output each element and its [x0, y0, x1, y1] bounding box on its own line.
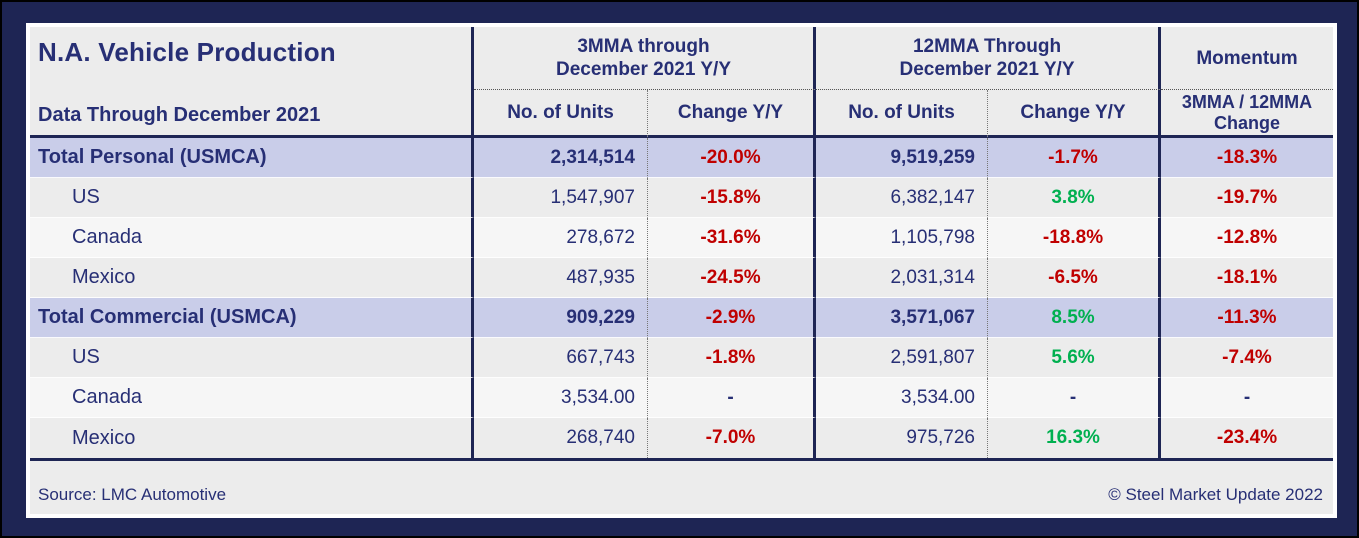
row-label: US: [30, 338, 474, 378]
source-note: Source: LMC Automotive: [38, 485, 227, 504]
change-3mma-cell: -: [648, 378, 816, 418]
col-header-units-3mma: No. of Units: [474, 90, 648, 138]
row-label: Canada: [30, 218, 474, 258]
units-12mma-cell: 9,519,259: [816, 138, 988, 178]
units-12mma-cell: 975,726: [816, 418, 988, 458]
units-3mma-cell: 278,672: [474, 218, 648, 258]
group-header-12mma: 12MMA Through December 2021 Y/Y: [816, 27, 1161, 90]
change-12mma-cell: 8.5%: [988, 298, 1161, 338]
change-12mma-cell: 3.8%: [988, 178, 1161, 218]
units-3mma-cell: 909,229: [474, 298, 648, 338]
group-header-3mma: 3MMA through December 2021 Y/Y: [474, 27, 816, 90]
row-label: Mexico: [30, 418, 474, 458]
momentum-cell: -18.3%: [1161, 138, 1333, 178]
units-3mma-cell: 667,743: [474, 338, 648, 378]
page-subtitle: Data Through December 2021: [38, 104, 321, 126]
change-3mma-cell: -24.5%: [648, 258, 816, 298]
units-12mma-cell: 3,534.00: [816, 378, 988, 418]
row-label: Canada: [30, 378, 474, 418]
copyright-note: © Steel Market Update 2022: [1108, 485, 1323, 504]
row-label: Mexico: [30, 258, 474, 298]
units-12mma-cell: 6,382,147: [816, 178, 988, 218]
table-footer: Source: LMC Automotive © Steel Market Up…: [30, 458, 1333, 514]
change-3mma-cell: -20.0%: [648, 138, 816, 178]
change-12mma-cell: 16.3%: [988, 418, 1161, 458]
change-3mma-cell: -15.8%: [648, 178, 816, 218]
momentum-cell: -18.1%: [1161, 258, 1333, 298]
units-3mma-cell: 487,935: [474, 258, 648, 298]
change-3mma-cell: -1.8%: [648, 338, 816, 378]
momentum-cell: -23.4%: [1161, 418, 1333, 458]
momentum-cell: -: [1161, 378, 1333, 418]
momentum-cell: -12.8%: [1161, 218, 1333, 258]
units-3mma-cell: 3,534.00: [474, 378, 648, 418]
change-3mma-cell: -31.6%: [648, 218, 816, 258]
momentum-cell: -7.4%: [1161, 338, 1333, 378]
units-12mma-cell: 1,105,798: [816, 218, 988, 258]
col-header-change-3mma: Change Y/Y: [648, 90, 816, 138]
change-3mma-cell: -7.0%: [648, 418, 816, 458]
units-3mma-cell: 268,740: [474, 418, 648, 458]
momentum-cell: -11.3%: [1161, 298, 1333, 338]
row-label: Total Commercial (USMCA): [30, 298, 474, 338]
col-header-units-12mma: No. of Units: [816, 90, 988, 138]
units-12mma-cell: 3,571,067: [816, 298, 988, 338]
col-header-momentum: 3MMA / 12MMA Change: [1161, 90, 1333, 138]
col-header-change-12mma: Change Y/Y: [988, 90, 1161, 138]
row-label: US: [30, 178, 474, 218]
title-cell: N.A. Vehicle Production Data Through Dec…: [30, 27, 474, 138]
page-title: N.A. Vehicle Production: [38, 37, 336, 67]
change-12mma-cell: -: [988, 378, 1161, 418]
change-12mma-cell: -6.5%: [988, 258, 1161, 298]
production-table: N.A. Vehicle Production Data Through Dec…: [30, 27, 1333, 514]
change-12mma-cell: -1.7%: [988, 138, 1161, 178]
group-header-momentum: Momentum: [1161, 27, 1333, 90]
row-label: Total Personal (USMCA): [30, 138, 474, 178]
units-3mma-cell: 2,314,514: [474, 138, 648, 178]
change-3mma-cell: -2.9%: [648, 298, 816, 338]
table-container: N.A. Vehicle Production Data Through Dec…: [26, 23, 1337, 518]
units-12mma-cell: 2,591,807: [816, 338, 988, 378]
momentum-cell: -19.7%: [1161, 178, 1333, 218]
units-12mma-cell: 2,031,314: [816, 258, 988, 298]
change-12mma-cell: -18.8%: [988, 218, 1161, 258]
units-3mma-cell: 1,547,907: [474, 178, 648, 218]
change-12mma-cell: 5.6%: [988, 338, 1161, 378]
